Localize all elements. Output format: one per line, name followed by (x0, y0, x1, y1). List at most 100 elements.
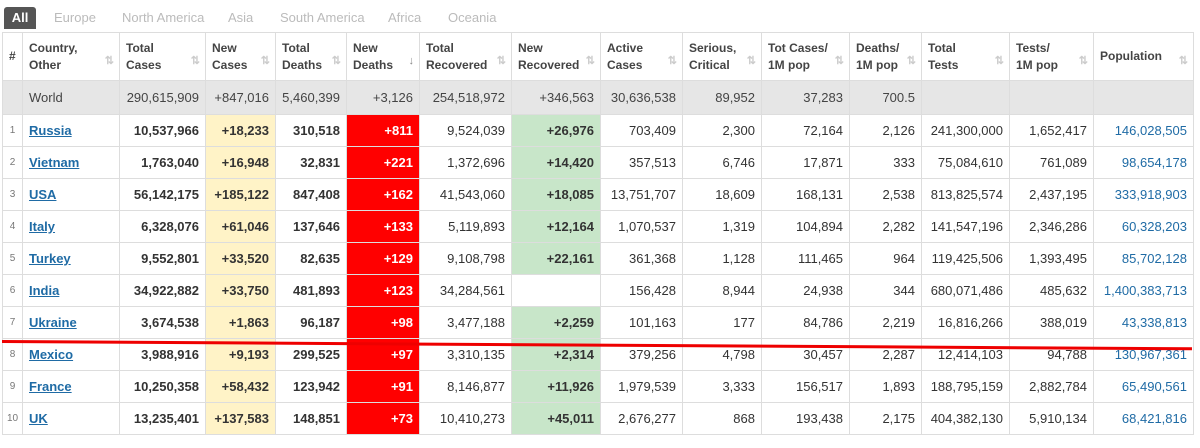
new-recovered-cell: +14,420 (511, 146, 601, 179)
col-header-total-cases[interactable]: Total Cases ⇅ (119, 32, 206, 81)
active-cases-cell: 1,070,537 (600, 210, 683, 243)
tot-cases-1m-cell: 72,164 (761, 114, 850, 147)
population-cell: 60,328,203 (1093, 210, 1194, 243)
world-tot-cases-1m: 37,283 (761, 80, 850, 115)
new-recovered-cell: +18,085 (511, 178, 601, 211)
population-cell: 43,338,813 (1093, 306, 1194, 339)
new-deaths-cell: +73 (346, 402, 420, 435)
table-row: 6 India 34,922,882 +33,750 481,893 +123 34,284… (2, 274, 1194, 307)
tab-africa[interactable]: Africa (388, 10, 422, 25)
world-new-deaths: +3,126 (346, 80, 420, 115)
country-link[interactable]: Vietnam (29, 155, 80, 170)
col-header-deaths-1m[interactable]: Deaths/1M pop ⇅ (849, 32, 922, 81)
country-link[interactable]: UK (29, 411, 48, 426)
new-deaths-cell: +221 (346, 146, 420, 179)
row-index-cell: 9 (2, 370, 23, 403)
tab-oceania[interactable]: Oceania (448, 10, 497, 25)
continent-tabs: All Europe North America Asia South Amer… (0, 0, 1200, 32)
country-link[interactable]: Turkey (29, 251, 71, 266)
country-link[interactable]: USA (29, 187, 57, 202)
tab-north-america[interactable]: North America (122, 10, 205, 25)
world-new-cases: +847,016 (205, 80, 276, 115)
col-header-idx[interactable]: # (2, 32, 23, 81)
sort-icon: ⇅ (1178, 55, 1188, 67)
total-tests-cell: 75,084,610 (921, 146, 1010, 179)
country-name-cell: Vietnam (22, 146, 120, 179)
country-link[interactable]: Ukraine (29, 315, 77, 330)
country-name-cell: Italy (22, 210, 120, 243)
total-tests-cell: 12,414,103 (921, 338, 1010, 371)
total-cases-cell: 10,537,966 (119, 114, 206, 147)
col-header-active-cases[interactable]: Active Cases ⇅ (600, 32, 683, 81)
total-cases-cell: 10,250,358 (119, 370, 206, 403)
new-cases-cell: +33,750 (205, 274, 276, 307)
new-cases-cell: +137,583 (205, 402, 276, 435)
total-recovered-cell: 3,310,135 (419, 338, 512, 371)
new-recovered-cell: +2,314 (511, 338, 601, 371)
total-tests-cell: 119,425,506 (921, 242, 1010, 275)
world-total-tests (921, 80, 1010, 115)
col-header-new-deaths[interactable]: New Deaths ↓ (346, 32, 420, 81)
col-header-total-deaths[interactable]: Total Deaths ⇅ (275, 32, 347, 81)
country-link[interactable]: Mexico (29, 347, 74, 362)
country-link[interactable]: Russia (29, 123, 72, 138)
country-name-cell: Ukraine (22, 306, 120, 339)
world-active-cases: 30,636,538 (600, 80, 683, 115)
deaths-1m-cell: 2,219 (849, 306, 922, 339)
col-header-serious[interactable]: Serious, Critical ⇅ (682, 32, 762, 81)
total-recovered-cell: 1,372,696 (419, 146, 512, 179)
row-index-cell: 7 (2, 306, 23, 339)
total-cases-cell: 9,552,801 (119, 242, 206, 275)
population-cell: 65,490,561 (1093, 370, 1194, 403)
total-deaths-cell: 123,942 (275, 370, 347, 403)
world-tests-1m (1009, 80, 1094, 115)
country-name-cell: Russia (22, 114, 120, 147)
country-link[interactable]: India (29, 283, 60, 298)
col-header-total-tests[interactable]: Total Tests ⇅ (921, 32, 1010, 81)
col-header-tests-1m[interactable]: Tests/1M pop ⇅ (1009, 32, 1094, 81)
total-recovered-cell: 9,108,798 (419, 242, 512, 275)
active-cases-cell: 156,428 (600, 274, 683, 307)
row-index-cell: 10 (2, 402, 23, 435)
tot-cases-1m-cell: 104,894 (761, 210, 850, 243)
tab-south-america[interactable]: South America (280, 10, 365, 25)
sort-icon: ⇅ (585, 55, 595, 67)
serious-critical-cell: 6,746 (682, 146, 762, 179)
total-cases-cell: 1,763,040 (119, 146, 206, 179)
header-row: # Country, Other ⇅ Total Cases ⇅ New Cases ⇅ T… (2, 32, 1194, 81)
new-cases-cell: +1,863 (205, 306, 276, 339)
col-header-population[interactable]: Population ⇅ (1093, 32, 1194, 81)
tests-1m-cell: 1,393,495 (1009, 242, 1094, 275)
col-header-total-recovered[interactable]: Total Recovered ⇅ (419, 32, 512, 81)
total-cases-cell: 56,142,175 (119, 178, 206, 211)
col-header-country[interactable]: Country, Other ⇅ (22, 32, 120, 81)
tests-1m-cell: 761,089 (1009, 146, 1094, 179)
new-deaths-cell: +97 (346, 338, 420, 371)
new-cases-cell: +58,432 (205, 370, 276, 403)
world-total-recovered: 254,518,972 (419, 80, 512, 115)
population-cell: 1,400,383,713 (1093, 274, 1194, 307)
tests-1m-cell: 485,632 (1009, 274, 1094, 307)
covid-table: # Country, Other ⇅ Total Cases ⇅ New Cases ⇅ T… (2, 32, 1194, 435)
tot-cases-1m-cell: 84,786 (761, 306, 850, 339)
total-cases-cell: 3,674,538 (119, 306, 206, 339)
serious-critical-cell: 18,609 (682, 178, 762, 211)
deaths-1m-cell: 2,282 (849, 210, 922, 243)
col-header-new-recovered[interactable]: New Recovered ⇅ (511, 32, 601, 81)
row-index-cell: 5 (2, 242, 23, 275)
serious-critical-cell: 3,333 (682, 370, 762, 403)
new-cases-cell: +185,122 (205, 178, 276, 211)
tot-cases-1m-cell: 156,517 (761, 370, 850, 403)
sort-icon: ⇅ (834, 55, 844, 67)
tab-europe[interactable]: Europe (54, 10, 96, 25)
sort-icon: ⇅ (190, 55, 200, 67)
tab-all[interactable]: All (4, 7, 36, 29)
country-link[interactable]: France (29, 379, 72, 394)
tot-cases-1m-cell: 17,871 (761, 146, 850, 179)
deaths-1m-cell: 2,126 (849, 114, 922, 147)
tab-asia[interactable]: Asia (228, 10, 254, 25)
active-cases-cell: 703,409 (600, 114, 683, 147)
col-header-tot-cases-1m[interactable]: Tot Cases/1M pop ⇅ (761, 32, 850, 81)
col-header-new-cases[interactable]: New Cases ⇅ (205, 32, 276, 81)
country-link[interactable]: Italy (29, 219, 56, 234)
